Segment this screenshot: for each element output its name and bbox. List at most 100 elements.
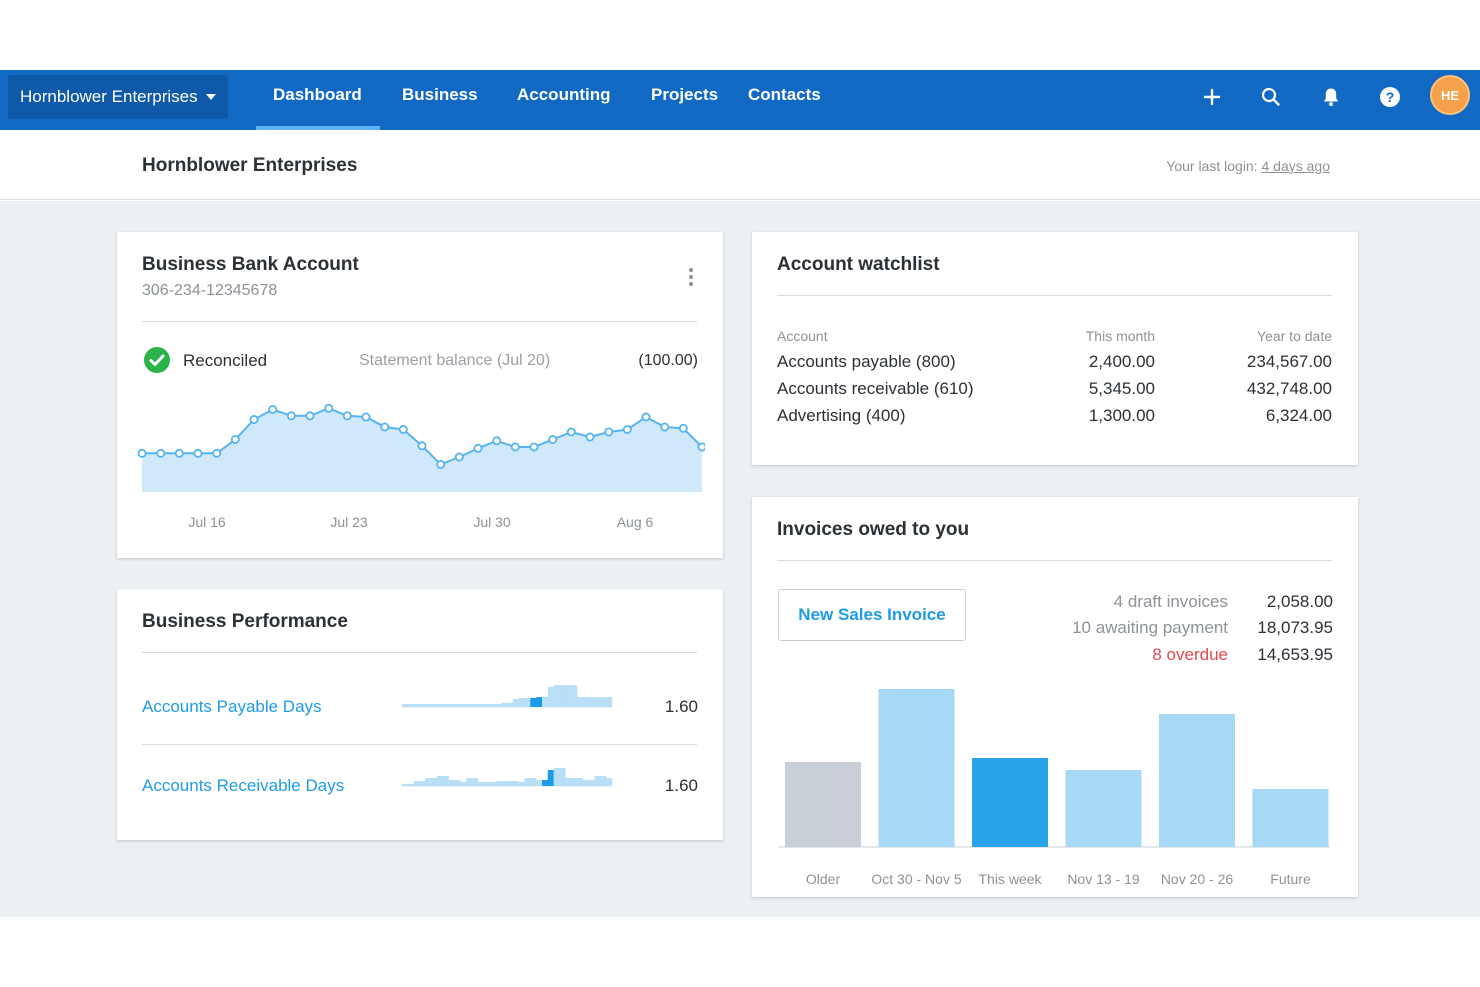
bell-icon[interactable] [1318,84,1344,110]
watchlist-account-name[interactable]: Accounts payable (800) [777,352,956,371]
sparkline-bar [489,704,496,707]
tab-projects[interactable]: Projects [651,85,719,104]
bank-account-title[interactable]: Business Bank Account [142,254,359,275]
avatar[interactable]: HE [1430,75,1470,115]
statement-balance-value: (100.00) [638,352,698,369]
accounts-payable-days-link[interactable]: Accounts Payable Days [142,697,322,716]
sparkline-bar [413,704,420,707]
plus-icon[interactable] [1199,84,1225,110]
awaiting-payment-link[interactable]: 10 awaiting payment [1072,618,1228,637]
invoices-owed-title[interactable]: Invoices owed to you [777,519,970,540]
watchlist-account-name[interactable]: Advertising (400) [777,406,906,425]
sparkline-bar [577,697,584,707]
x-tick-label: Jul 30 [473,514,511,530]
sparkline-bar [448,780,455,786]
sparkline-bar [571,685,578,707]
bar-category-label: This week [978,871,1042,887]
overdue-invoices-value: 14,653.95 [1257,645,1333,664]
invoices-bar-chart [778,689,1330,848]
sparkline-bar [565,685,572,707]
sparkline-bar [536,697,543,707]
invoice-bar [1159,714,1235,847]
accounts-payable-days-value: 1.60 [664,697,698,716]
sparkline-bar [431,778,438,786]
accounts-receivable-days-link[interactable]: Accounts Receivable Days [142,776,345,795]
sparkline-bar [542,697,549,707]
account-watchlist-title[interactable]: Account watchlist [777,254,940,275]
balance-point [417,441,427,451]
sparkline-bar [594,776,601,786]
page-title: Hornblower Enterprises [142,155,358,176]
invoice-bar [972,758,1048,847]
bank-balance-chart [137,403,705,492]
watchlist-account-name[interactable]: Accounts receivable (610) [777,379,974,398]
balance-point [566,427,576,437]
sparkline-bar [407,784,414,786]
sparkline-bar [437,704,444,707]
divider [777,295,1332,296]
balance-point [510,442,520,452]
balance-point [361,412,371,422]
org-switcher[interactable]: Hornblower Enterprises [8,75,228,119]
svg-text:?: ? [1386,89,1395,105]
sparkline-bar [606,697,613,707]
sparkline-bar [571,778,578,786]
sparkline-bar [547,770,554,786]
divider [777,560,1332,561]
sparkline-bar [483,704,490,707]
balance-point [137,448,147,458]
balance-point [174,448,184,458]
sparkline-bar [501,781,508,786]
sparkline-bar [425,778,432,786]
top-nav: Hornblower Enterprises Dashboard Busines… [0,70,1480,130]
tab-accounting[interactable]: Accounting [517,85,611,104]
account-watchlist-card: Account watchlist Account This month Yea… [752,232,1358,465]
sparkline-bar [477,782,484,786]
awaiting-payment-value: 18,073.95 [1257,618,1333,637]
overdue-invoices-link[interactable]: 8 overdue [1152,645,1228,664]
draft-invoices-link[interactable]: 4 draft invoices [1113,592,1228,611]
accounts-receivable-sparkline [402,768,613,787]
watchlist-this-month: 5,345.00 [1088,379,1155,398]
bar-category-label: Oct 30 - Nov 5 [871,871,962,887]
balance-point [286,411,296,421]
balance-point [398,425,408,435]
tab-business[interactable]: Business [402,85,478,104]
bar-category-label: Older [805,871,841,887]
sparkline-bar [495,704,502,707]
sparkline-bar [402,784,409,786]
sparkline-bar [507,703,514,707]
balance-point [454,452,464,462]
bar-category-label: Future [1270,871,1311,887]
balance-point [641,412,651,422]
last-login-link[interactable]: 4 days ago [1261,158,1331,174]
sparkline-bar [565,778,572,786]
search-icon[interactable] [1258,84,1284,110]
sparkline-bar [594,697,601,707]
tab-contacts[interactable]: Contacts [748,85,821,104]
sparkline-bar [582,697,589,707]
caret-down-icon [205,94,216,100]
tab-dashboard[interactable]: Dashboard [256,70,380,130]
x-tick-label: Jul 16 [188,514,226,530]
column-header-year-to-date: Year to date [1257,328,1332,344]
sparkline-bar [472,704,479,707]
sparkline-bar [600,697,607,707]
bar-category-label: Nov 20 - 26 [1160,871,1234,887]
sparkline-bar [466,704,473,707]
sparkline-bar [460,704,467,707]
last-login-label: Your last login: [1166,158,1258,174]
new-sales-invoice-button[interactable]: New Sales Invoice [778,589,966,641]
help-icon[interactable]: ? [1377,84,1403,110]
sparkline-bar [577,778,584,786]
sparkline-bar [442,776,449,786]
balance-point [622,425,632,435]
balance-point [380,422,390,432]
watchlist-year-to-date: 234,567.00 [1246,352,1332,371]
balance-point [492,436,502,446]
more-options-icon[interactable] [689,268,695,289]
divider [142,321,697,322]
watchlist-year-to-date: 432,748.00 [1246,379,1332,398]
balance-point [604,427,614,437]
draft-invoices-value: 2,058.00 [1266,592,1333,611]
